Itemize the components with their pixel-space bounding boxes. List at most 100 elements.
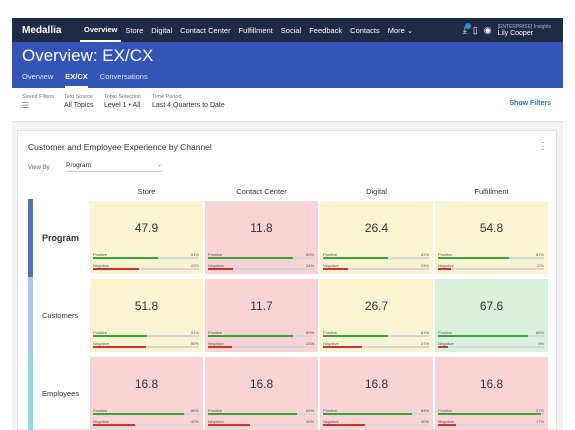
negative-bar-fill — [323, 424, 366, 426]
positive-label: Positive — [208, 252, 223, 257]
negative-label: Negative — [93, 263, 109, 268]
time-period-value: Last 4 Quarters to Date — [152, 102, 225, 109]
more-options-icon[interactable]: ⋮ — [538, 141, 548, 152]
notification-badge — [464, 22, 471, 29]
negative-label: Negative — [208, 419, 224, 424]
negative-label: Negative — [323, 263, 339, 268]
positive-bar-track — [323, 257, 429, 259]
nav-contact-center[interactable]: Contact Center — [180, 25, 231, 35]
positive-bar-fill — [93, 413, 185, 415]
negative-bar-track — [438, 346, 544, 348]
nav-overview[interactable]: Overview — [80, 18, 122, 42]
negative-percent: 17% — [535, 419, 544, 424]
tab-overview[interactable]: Overview — [22, 72, 54, 81]
negative-percent: 40% — [420, 419, 429, 424]
nav-fulfillment[interactable]: Fulfillment — [238, 25, 273, 35]
negative-bar-track — [93, 424, 199, 426]
topic-filter[interactable]: Topic Selection Level 1 • All — [104, 94, 141, 109]
negative-label: Negative — [208, 263, 224, 268]
positive-percent: 84% — [305, 408, 314, 413]
positive-label: Positive — [208, 408, 223, 413]
score-cell[interactable]: 16.8 Positive 84% Negative 40% — [320, 357, 433, 430]
positive-bar-fill — [438, 413, 541, 415]
nav-digital[interactable]: Digital — [151, 25, 173, 35]
positive-bar-fill — [208, 257, 293, 259]
nav-feedback[interactable]: Feedback — [309, 25, 343, 35]
score-cell[interactable]: 11.8 Positive 80% Negative 24% — [205, 201, 318, 274]
negative-percent: 12% — [535, 263, 544, 268]
saved-filters[interactable]: Saved Filters ☰ — [22, 94, 54, 110]
positive-percent: 86% — [190, 408, 199, 413]
positive-percent: 61% — [420, 330, 429, 335]
negative-bar-fill — [208, 424, 251, 426]
negative-percent: 43% — [190, 263, 199, 268]
positive-bar-track — [93, 257, 199, 259]
score-cell[interactable]: 54.8 Positive 67% Negative 12% — [435, 201, 548, 274]
negative-bar-track — [438, 424, 544, 426]
filter-sliders-icon[interactable]: ☰ — [22, 101, 30, 110]
positive-bar-track — [208, 335, 314, 337]
nav-store[interactable]: Store — [125, 25, 144, 35]
medallia-logo[interactable]: Medallia — [22, 24, 62, 36]
view-by-select[interactable]: Program ⌄ — [66, 161, 162, 172]
score-cell[interactable]: 26.4 Positive 61% Negative 24% — [320, 201, 433, 274]
positive-bar-fill — [93, 335, 148, 337]
score-cell[interactable]: 11.7 Positive 80% Negative 23% — [205, 279, 318, 352]
positive-percent: 97% — [535, 408, 544, 413]
positive-bar-track — [93, 335, 199, 337]
tab-conversations[interactable]: Conversations — [99, 72, 148, 81]
negative-bar-fill — [438, 424, 457, 426]
negative-percent: 40% — [190, 419, 199, 424]
score-cell[interactable]: 16.8 Positive 84% Negative 40% — [205, 357, 318, 430]
score-cell[interactable]: 51.8 Positive 51% Negative 50% — [90, 279, 203, 352]
card-title: Customer and Employee Experience by Chan… — [28, 142, 212, 152]
negative-label: Negative — [438, 419, 454, 424]
time-period-filter[interactable]: Time Period Last 4 Quarters to Date — [152, 94, 225, 109]
nav-social[interactable]: Social — [280, 25, 302, 35]
negative-bar-fill — [93, 346, 146, 348]
saved-filters-label: Saved Filters — [22, 94, 55, 100]
negative-bar-fill — [438, 346, 448, 348]
row-label: Program — [42, 233, 80, 243]
row-indicator — [28, 199, 33, 277]
tab-excx[interactable]: EX/CX — [65, 72, 88, 88]
score-cell[interactable]: 16.8 Positive 86% Negative 40% — [90, 357, 203, 430]
download-icon[interactable]: ⤓ — [463, 22, 471, 36]
score-cell[interactable]: 47.9 Positive 61% Negative 43% — [90, 201, 203, 274]
negative-bar-track — [208, 346, 314, 348]
view-by-value: Program — [66, 162, 91, 169]
score-value: 51.8 — [134, 299, 159, 313]
negative-percent: 37% — [420, 341, 429, 346]
show-filters-link[interactable]: Show Filters — [509, 100, 551, 107]
text-source-filter[interactable]: Text Source All Topics — [64, 94, 93, 109]
score-cell[interactable]: 26.7 Positive 61% Negative 37% — [320, 279, 433, 352]
score-value: 16.8 — [364, 377, 389, 391]
positive-bar-fill — [208, 335, 293, 337]
user-menu[interactable]: [ENTERPRISE] Insights Lily Cooper — [498, 24, 551, 37]
user-icon[interactable]: ◉ — [483, 24, 492, 35]
score-value: 47.9 — [134, 221, 159, 235]
text-source-value: All Topics — [64, 102, 94, 109]
filter-bar: Saved Filters ☰ Text Source All Topics T… — [12, 88, 563, 122]
negative-label: Negative — [93, 419, 109, 424]
bookmark-icon[interactable]: ▯ — [472, 24, 478, 35]
score-cell[interactable]: 67.6 Positive 85% Negative 9% — [435, 279, 548, 352]
negative-percent: 50% — [190, 341, 199, 346]
negative-percent: 24% — [305, 263, 314, 268]
nav-contacts[interactable]: Contacts — [350, 25, 380, 35]
negative-label: Negative — [438, 263, 454, 268]
positive-bar-fill — [323, 335, 388, 337]
score-cell[interactable]: 16.8 Positive 97% Negative 17% — [435, 357, 548, 430]
page-title: Overview: EX/CX — [22, 46, 154, 65]
positive-percent: 80% — [305, 330, 314, 335]
nav-more[interactable]: More ⌄ — [387, 25, 414, 35]
score-value: 11.7 — [250, 299, 273, 313]
column-header: Contact Center — [236, 187, 287, 196]
positive-bar-track — [93, 413, 199, 415]
positive-percent: 61% — [420, 252, 429, 257]
negative-bar-track — [323, 424, 429, 426]
positive-bar-fill — [323, 257, 388, 259]
column-header: Digital — [366, 187, 387, 196]
top-nav: Medallia Overview Store Digital Contact … — [12, 18, 563, 42]
positive-label: Positive — [438, 330, 453, 335]
